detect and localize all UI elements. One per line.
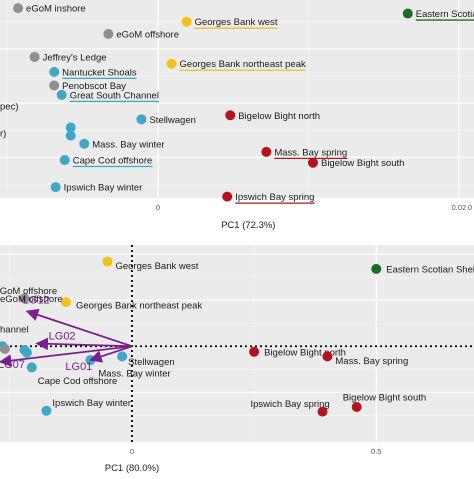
data-point — [317, 406, 328, 417]
top-pca-panel: eGoM inshore Georges Bank west Eastern Sco… — [0, 0, 474, 231]
data-point — [26, 362, 37, 373]
bottom-pca-panel: Georges Bank west Eastern Scotian Shelf eG… — [0, 245, 474, 474]
point-label-stellwagen: Stellwagen — [128, 357, 174, 368]
panel-background — [0, 0, 474, 198]
data-point — [371, 263, 382, 274]
point-label-egom-inshore: eGoM inshore — [26, 4, 86, 15]
point-label-georges-bank-west: Georges Bank west — [116, 261, 199, 272]
point-label-egom-offshore: eGoM offshore — [0, 286, 57, 297]
data-point — [59, 155, 70, 166]
data-point — [60, 297, 71, 308]
loading-vector-lg07 — [0, 345, 133, 367]
data-point — [29, 51, 40, 62]
point-label-bigelow-bight-south: Bigelow Bight south — [321, 158, 404, 169]
x-tick-label: 0 — [156, 203, 160, 212]
point-label-eastern-scotian-shelf: Eastern Scotian Shelf — [386, 264, 474, 275]
x-tick-label: 0.5 — [371, 447, 381, 456]
data-point — [181, 16, 192, 27]
data-point — [307, 157, 318, 168]
data-point — [261, 146, 272, 157]
point-label-nantucket-shoals: Nantucket Shoals — [62, 67, 137, 78]
vector-label-lg02: LG02 — [49, 331, 76, 343]
data-point — [225, 110, 236, 121]
data-point — [102, 256, 113, 267]
data-point — [222, 191, 233, 202]
point-label-mass-bay-spring: Mass. Bay spring — [335, 356, 408, 367]
point-label-ipswich-bay-winter: Ipswich Bay winter — [64, 183, 143, 194]
data-point — [166, 58, 177, 69]
x-tick-label: 0.02 — [452, 203, 467, 212]
x-tick-label: 0 — [468, 203, 472, 212]
loading-vector-lg02 — [35, 337, 132, 351]
loading-vector-lg12 — [25, 308, 133, 348]
data-point — [117, 351, 128, 362]
point-label-mass-bay-spring: Mass. Bay spring — [274, 147, 347, 158]
data-point — [351, 402, 362, 413]
point-label-georges-bank-northeast-peak: Georges Bank northeast peak — [76, 301, 202, 312]
clipped-label: hannel — [0, 324, 29, 335]
point-label-bigelow-bight-north: Bigelow Bight north — [238, 111, 320, 122]
data-point — [65, 122, 76, 133]
point-label-egom-offshore: eGoM offshore — [116, 29, 179, 40]
data-point — [56, 89, 67, 100]
x-axis-title: PC1 (72.3%) — [221, 220, 275, 231]
data-point — [21, 347, 32, 358]
data-point — [65, 130, 76, 141]
point-label-mass-bay-winter: Mass. Bay winter — [98, 369, 170, 380]
point-label-ipswich-bay-spring: Ipswich Bay spring — [251, 399, 330, 410]
point-label-cape-cod-offshore: Cape Cod offshore — [73, 156, 153, 167]
point-label-penobscot-bay: Penobscot Bay — [62, 81, 126, 92]
clipped-label: pec) — [0, 101, 18, 112]
data-point — [136, 114, 147, 125]
data-point — [322, 351, 333, 362]
loading-vector-lg01 — [89, 345, 133, 363]
vector-label-lg12: LG12 — [23, 294, 50, 306]
point-label-eastern-scotian-shelf: Eastern Scotian Shelf — [416, 9, 474, 20]
data-point — [13, 3, 24, 14]
data-point — [49, 66, 60, 77]
point-label-georges-bank-west: Georges Bank west — [195, 17, 278, 28]
data-point — [79, 138, 90, 149]
data-point — [41, 405, 52, 416]
x-tick-label: 0 — [130, 447, 134, 456]
data-point — [249, 346, 260, 357]
data-point — [50, 182, 61, 193]
point-label-ipswich-bay-winter: Ipswich Bay winter — [52, 398, 131, 409]
vector-label-lg01: LG01 — [65, 361, 92, 373]
data-point — [402, 8, 413, 19]
clipped-label: r) — [0, 128, 6, 139]
point-label-bigelow-bight-north: Bigelow Bight north — [264, 347, 346, 358]
data-point — [19, 293, 30, 304]
clipped-label: eGoM offshore — [0, 294, 63, 305]
point-label-jeffrey-s-ledge: Jeffrey's Ledge — [43, 52, 107, 63]
data-point — [103, 28, 114, 39]
point-label-cape-cod-offshore: Cape Cod offshore — [38, 376, 118, 387]
point-label-georges-bank-northeast-peak: Georges Bank northeast peak — [180, 59, 306, 70]
x-axis-title: PC1 (80.0%) — [105, 463, 159, 474]
panel-background — [0, 245, 474, 442]
data-point — [49, 80, 60, 91]
point-label-bigelow-bight-south: Bigelow Bight south — [343, 393, 426, 404]
point-label-mass-bay-winter: Mass. Bay winter — [92, 139, 164, 150]
point-label-stellwagen: Stellwagen — [149, 115, 195, 126]
point-label-ipswich-bay-spring: Ipswich Bay spring — [235, 192, 314, 203]
vector-label-lg07: LG07 — [0, 359, 25, 371]
point-label-great-south-channel: Great South Channel — [70, 90, 159, 101]
data-point — [0, 344, 10, 355]
